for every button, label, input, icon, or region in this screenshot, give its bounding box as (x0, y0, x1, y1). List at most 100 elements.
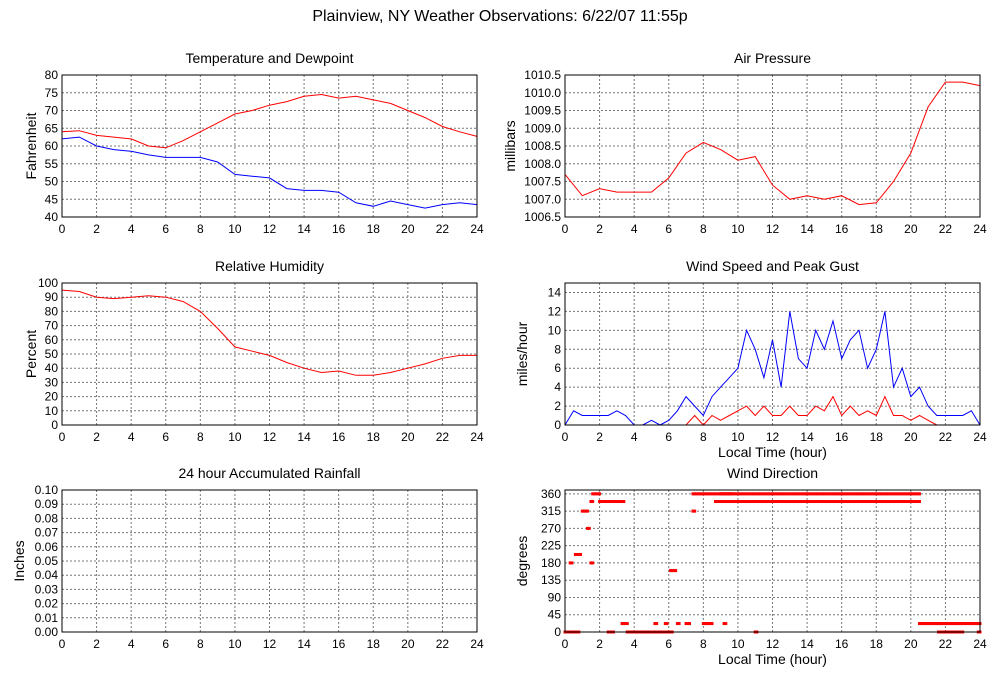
direction-point (751, 492, 755, 496)
direction-point (969, 622, 973, 626)
x-tick-label: 20 (401, 637, 415, 651)
direction-point (589, 500, 593, 504)
direction-point (912, 492, 916, 496)
direction-point (817, 492, 821, 496)
direction-point (703, 492, 707, 496)
series-line-relative-humidity (61, 289, 477, 376)
direction-point (807, 500, 811, 504)
direction-point (772, 492, 776, 496)
direction-point (898, 500, 902, 504)
x-tick-label: 24 (470, 222, 484, 236)
direction-point (836, 492, 840, 496)
direction-point (774, 492, 778, 496)
direction-point (584, 509, 588, 513)
direction-point (587, 526, 591, 530)
x-tick-label: 0 (562, 430, 569, 444)
direction-point (916, 492, 920, 496)
direction-point (862, 500, 866, 504)
direction-point (610, 500, 614, 504)
direction-point (745, 500, 749, 504)
direction-point (926, 622, 930, 626)
direction-point (741, 492, 745, 496)
y-tick-label: 70 (45, 104, 59, 118)
direction-point (829, 492, 833, 496)
direction-point (852, 500, 856, 504)
x-tick-label: 0 (562, 637, 569, 651)
direction-point (911, 492, 915, 496)
x-tick-label: 12 (263, 430, 277, 444)
direction-point (677, 622, 681, 626)
chart-title: Relative Humidity (215, 258, 324, 274)
direction-point (727, 500, 731, 504)
x-tick-label: 22 (436, 430, 450, 444)
y-tick-label: 45 (45, 192, 59, 206)
x-tick-label: 0 (562, 222, 569, 236)
direction-point (843, 500, 847, 504)
direction-point (720, 500, 724, 504)
direction-point (620, 500, 624, 504)
direction-point (921, 622, 925, 626)
direction-point (726, 500, 730, 504)
direction-point (743, 500, 747, 504)
plot-frame (564, 282, 981, 426)
direction-point (696, 492, 700, 496)
direction-point (750, 500, 754, 504)
direction-point (764, 500, 768, 504)
direction-point (738, 500, 742, 504)
direction-point (788, 500, 792, 504)
y-tick-label: 315 (541, 504, 561, 518)
x-tick-label: 22 (939, 430, 953, 444)
direction-point (769, 500, 773, 504)
direction-point (663, 622, 667, 626)
x-tick-label: 4 (631, 430, 638, 444)
direction-point (722, 622, 726, 626)
y-axis-label: miles/hour (514, 321, 530, 386)
direction-point (701, 492, 705, 496)
direction-point (698, 492, 702, 496)
x-tick-label: 2 (93, 430, 100, 444)
direction-point (828, 492, 832, 496)
x-tick-label: 18 (367, 637, 381, 651)
y-axis-label: Percent (23, 330, 39, 378)
direction-point (625, 622, 629, 626)
direction-point (841, 500, 845, 504)
main-title: Plainview, NY Weather Observations: 6/22… (312, 8, 688, 25)
direction-point (693, 509, 697, 513)
direction-point (745, 492, 749, 496)
direction-point (962, 622, 966, 626)
direction-point (821, 492, 825, 496)
direction-point (940, 622, 944, 626)
direction-point (833, 492, 837, 496)
direction-point (883, 500, 887, 504)
direction-point (732, 500, 736, 504)
direction-point (748, 500, 752, 504)
direction-point (703, 622, 707, 626)
direction-point (975, 622, 979, 626)
direction-point (724, 622, 728, 626)
direction-point (838, 492, 842, 496)
direction-point (916, 500, 920, 504)
direction-point (686, 622, 690, 626)
direction-point (812, 500, 816, 504)
direction-point (902, 500, 906, 504)
direction-point (675, 622, 679, 626)
y-tick-label: 80 (45, 68, 59, 82)
direction-point (828, 500, 832, 504)
x-tick-label: 16 (835, 222, 849, 236)
x-tick-label: 24 (973, 222, 987, 236)
direction-point (596, 492, 600, 496)
y-tick-label: 0 (554, 625, 561, 639)
direction-point (803, 500, 807, 504)
x-tick-label: 16 (835, 637, 849, 651)
direction-point (748, 492, 752, 496)
direction-point (895, 492, 899, 496)
direction-point (788, 492, 792, 496)
direction-point (755, 500, 759, 504)
direction-point (854, 492, 857, 496)
x-tick-label: 10 (228, 430, 242, 444)
direction-point (819, 492, 823, 496)
x-tick-label: 12 (263, 222, 277, 236)
direction-point (783, 492, 787, 496)
x-tick-label: 20 (904, 637, 918, 651)
